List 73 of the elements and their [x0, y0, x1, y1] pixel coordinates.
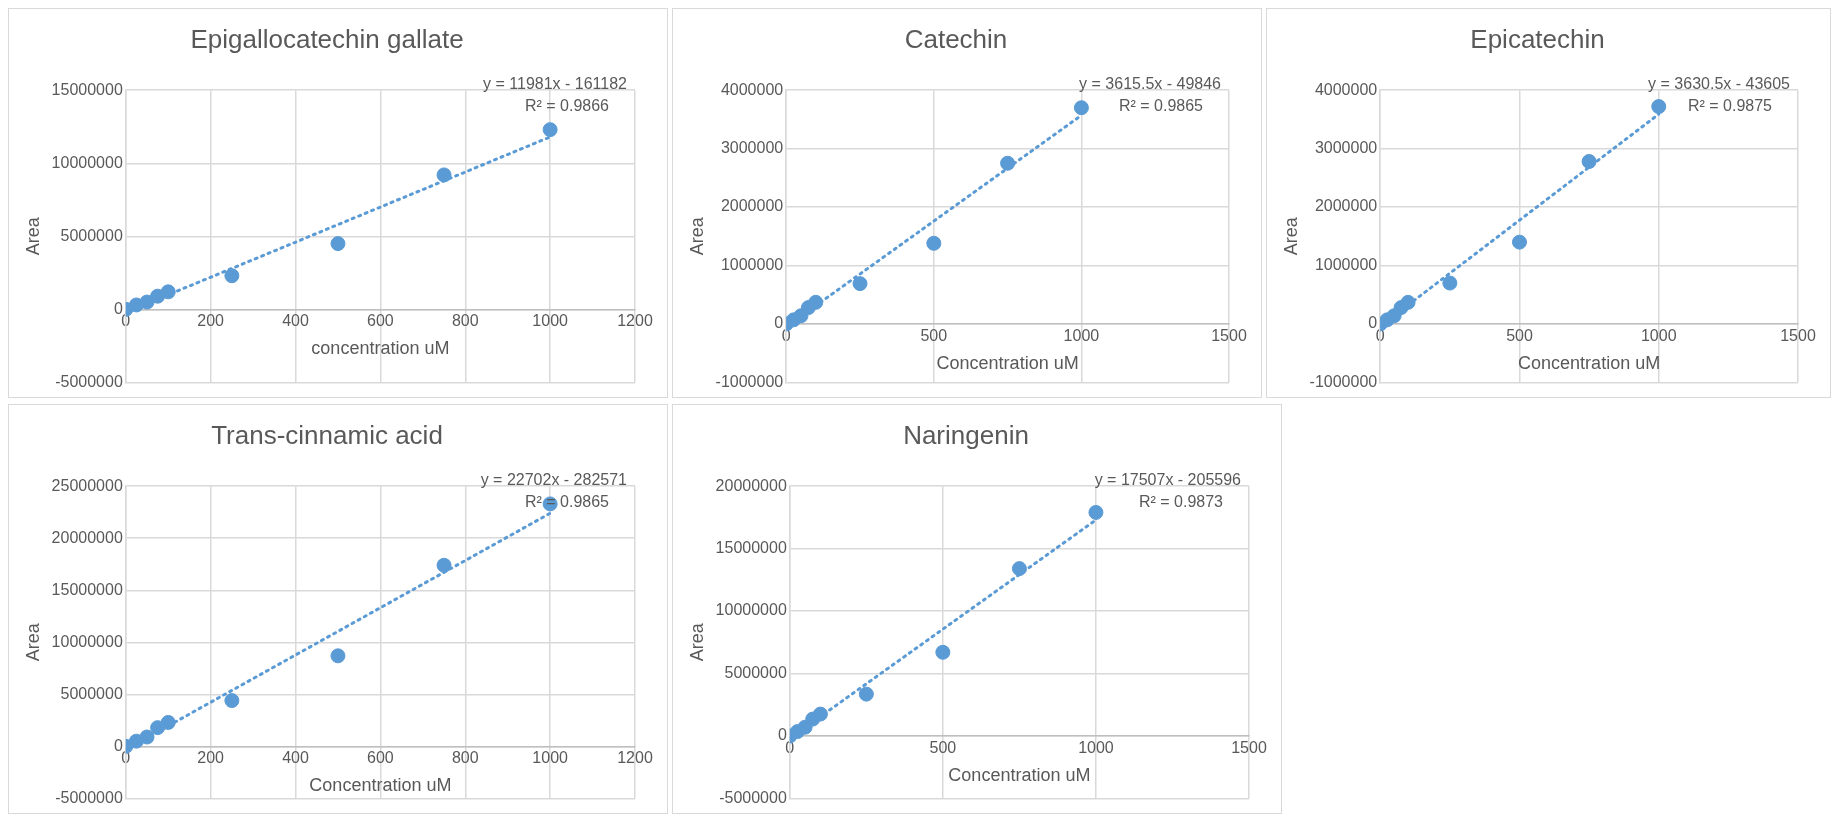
annotation: y = 3615.5x - 49846	[1079, 74, 1222, 92]
y-tick-label: -5000000	[55, 372, 123, 390]
y-tick-label: 15000000	[51, 80, 123, 98]
x-tick-label: 800	[451, 749, 479, 767]
y-tick-label: 5000000	[724, 663, 787, 681]
y-tick-label: 4000000	[720, 80, 784, 98]
y-axis-title: Area	[22, 622, 43, 662]
x-tick-label: 200	[197, 312, 225, 330]
x-tick-label: 800	[451, 312, 479, 330]
x-tick-label: 1500	[1211, 326, 1247, 344]
y-tick-label: 15000000	[715, 539, 787, 557]
annotation: R² = 0.9873	[1138, 492, 1224, 510]
chart-title: Epicatechin	[1470, 23, 1605, 54]
x-tick-label: 400	[282, 749, 309, 767]
y-tick-label: -5000000	[55, 788, 123, 806]
y-tick-label: 1000000	[1314, 255, 1378, 273]
y-tick-label: -5000000	[719, 788, 787, 806]
y-tick-label: 0	[113, 299, 123, 317]
annotation: R² = 0.9875	[1687, 96, 1773, 114]
annotation: R² = 0.9866	[524, 96, 610, 114]
y-axis-title: Area	[686, 216, 707, 256]
annotation: y = 22702x - 282571	[480, 470, 628, 488]
y-tick-label: 1000000	[720, 255, 784, 273]
y-tick-label: 10000000	[715, 601, 787, 619]
x-axis-title: Concentration uM	[936, 352, 1079, 373]
x-tick-label: 600	[367, 312, 394, 330]
x-tick-label: 1000	[1078, 738, 1114, 756]
y-tick-label: 4000000	[1314, 80, 1378, 98]
annotation: y = 11981x - 161182	[483, 74, 628, 92]
x-tick-label: 1500	[1231, 738, 1267, 756]
y-tick-label: 20000000	[715, 476, 787, 494]
y-tick-label: 0	[777, 726, 787, 744]
x-tick-label: 500	[1506, 326, 1533, 344]
y-tick-label: 25000000	[51, 476, 123, 494]
x-tick-label: 1200	[617, 312, 653, 330]
y-tick-label: 5000000	[60, 226, 123, 244]
x-axis-title: Concentration uM	[309, 775, 452, 796]
y-tick-label: 3000000	[1314, 139, 1378, 157]
y-tick-label: 5000000	[60, 684, 123, 702]
x-tick-label: 1000	[532, 312, 569, 330]
y-tick-label: 15000000	[51, 580, 123, 598]
annotation: y = 17507x - 205596	[1094, 470, 1242, 488]
x-tick-label: 500	[929, 738, 957, 756]
chart-title: Epigallocatechin gallate	[190, 23, 464, 54]
y-tick-label: 10000000	[51, 632, 123, 650]
y-tick-label: 3000000	[720, 139, 784, 157]
y-tick-label: 2000000	[1314, 197, 1378, 215]
y-tick-label: 2000000	[720, 197, 784, 215]
chart-title: Catechin	[904, 23, 1008, 54]
annotation: y = 3630.5x - 43605	[1648, 74, 1791, 92]
annotation: R² = 0.9865	[524, 492, 610, 510]
y-tick-label: 20000000	[51, 528, 123, 546]
x-tick-label: 1000	[1640, 326, 1677, 344]
x-tick-label: 600	[367, 749, 394, 767]
x-tick-label: 1500	[1780, 326, 1816, 344]
y-axis-title: Area	[686, 622, 707, 662]
y-tick-label: -1000000	[1309, 372, 1378, 390]
x-axis-title: Concentration uM	[1518, 352, 1661, 373]
x-tick-label: 1000	[1063, 326, 1100, 344]
x-tick-label: 1200	[617, 749, 653, 767]
x-axis-title: concentration uM	[311, 338, 450, 359]
chart-title: Naringenin	[903, 419, 1029, 450]
x-axis-title: Concentration uM	[948, 764, 1091, 785]
annotation: R² = 0.9865	[1118, 96, 1204, 114]
y-tick-label: -1000000	[715, 372, 784, 390]
x-tick-label: 200	[197, 749, 225, 767]
x-tick-label: 400	[282, 312, 309, 330]
x-tick-label: 1000	[532, 749, 569, 767]
y-axis-title: Area	[1280, 216, 1301, 256]
y-axis-title: Area	[22, 216, 43, 256]
chart-title: Trans-cinnamic acid	[211, 419, 443, 450]
x-tick-label: 500	[920, 326, 948, 344]
y-tick-label: 10000000	[51, 153, 123, 171]
